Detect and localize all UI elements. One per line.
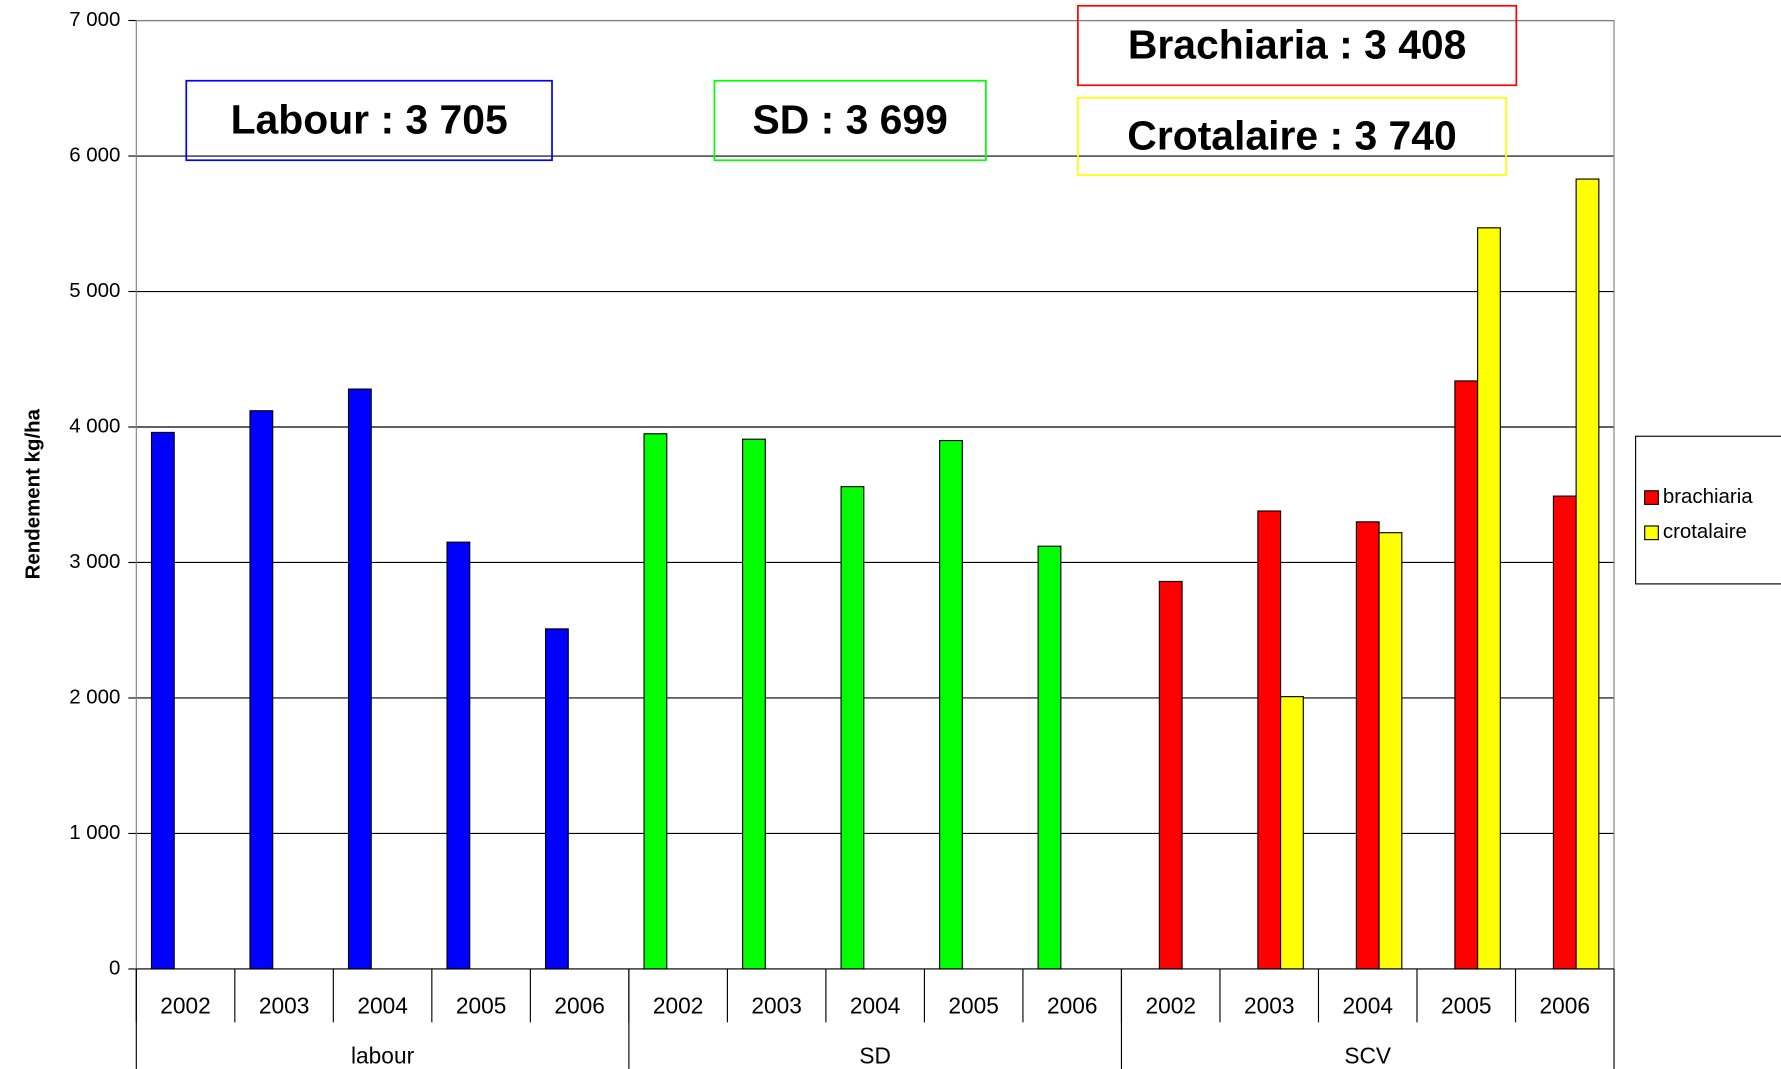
group-label: labour [351,1043,415,1069]
bar [742,438,766,970]
y-tick-label: 0 [109,956,120,979]
y-tick-label: 1 000 [69,821,120,844]
x-tick-label: 2002 [1145,993,1196,1019]
bar [1280,696,1304,970]
y-tick-label: 4 000 [69,414,120,437]
bar [1355,521,1380,970]
legend-swatch [1644,490,1659,505]
legend-box [1635,435,1781,585]
legend-label: crotalaire [1663,520,1747,543]
x-tick-label: 2003 [259,993,310,1019]
bar [1257,510,1282,970]
bar [446,541,471,970]
bar [1037,545,1062,970]
bar [1454,380,1479,970]
group-label: SCV [1344,1043,1392,1069]
legend-label: brachiaria [1663,485,1753,508]
annotation-box [1077,96,1507,176]
y-axis-label: Rendement kg/ha [21,408,44,579]
y-tick-label: 7 000 [69,8,120,31]
x-tick-label: 2004 [850,993,901,1019]
x-tick-label: 2002 [160,993,211,1019]
annotation-text: SD : 3 699 [752,97,947,143]
x-tick-label: 2002 [653,993,704,1019]
y-tick-label: 3 000 [69,550,120,573]
annotation-box [185,79,553,162]
x-tick-label: 2004 [357,993,408,1019]
group-label: SD [859,1043,891,1069]
y-tick-label: 6 000 [69,143,120,166]
x-tick-label: 2005 [456,993,507,1019]
bar [150,431,175,970]
bar [1552,495,1577,970]
x-tick-label: 2005 [948,993,999,1019]
bar [643,433,668,970]
x-tick-label: 2006 [1540,993,1591,1019]
bar [1158,580,1183,970]
annotation-text: Brachiaria : 3 408 [1128,22,1467,68]
annotation-text: Labour : 3 705 [231,97,508,143]
x-tick-label: 2006 [554,993,605,1019]
x-tick-label: 2003 [1244,993,1295,1019]
bar [1575,178,1600,970]
x-tick-label: 2005 [1441,993,1492,1019]
x-tick-label: 2006 [1047,993,1098,1019]
legend-swatch [1644,525,1659,541]
bar [347,388,372,970]
bar [1477,227,1501,970]
bar [544,628,569,970]
bar [1378,532,1403,970]
y-tick-label: 5 000 [69,279,120,302]
x-tick-label: 2003 [751,993,802,1019]
annotation-text: Crotalaire : 3 740 [1127,112,1456,158]
bar [939,439,963,970]
bar [840,486,865,970]
annotation-box [1077,4,1518,87]
annotation-box [713,79,987,162]
bar [249,410,274,970]
x-tick-label: 2004 [1342,993,1393,1019]
y-tick-label: 2 000 [69,685,120,708]
